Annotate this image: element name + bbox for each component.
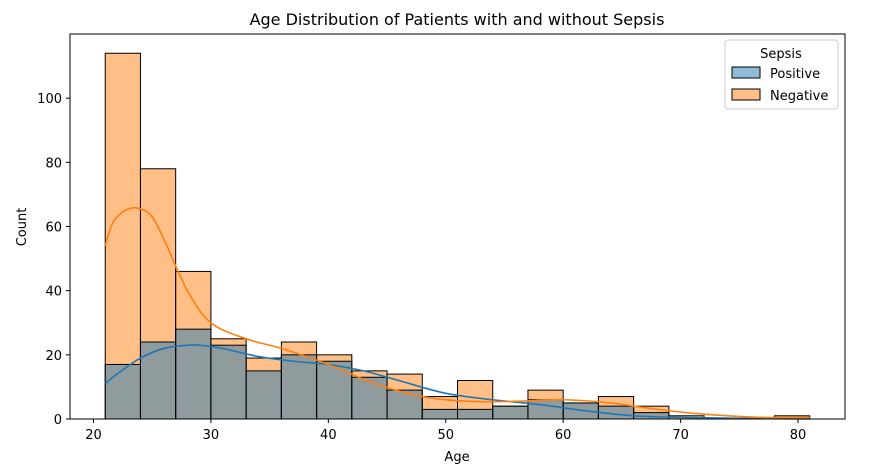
y-axis: 0 20 40 60 80 100 [37, 92, 70, 428]
x-tick-label: 20 [85, 428, 102, 443]
y-axis-label: Count [15, 208, 30, 247]
x-axis: 20 30 40 50 60 70 80 [85, 419, 806, 443]
y-tick-label: 60 [45, 221, 62, 236]
legend: Sepsis Positive Negative [724, 39, 839, 110]
legend-title: Sepsis [760, 47, 802, 62]
bar-positive [280, 354, 318, 420]
legend-swatch-positive [731, 66, 761, 79]
bar-positive [492, 405, 529, 420]
y-tick-label: 20 [45, 349, 62, 364]
bar-negative [104, 52, 141, 420]
bar-positive [421, 408, 459, 420]
bar-positive [104, 363, 141, 420]
kde-line-negative [104, 207, 810, 419]
y-tick-label: 80 [45, 156, 62, 171]
kde-line-positive [104, 344, 810, 420]
bar-positive [175, 328, 212, 420]
legend-label-negative: Negative [770, 89, 828, 104]
legend-swatch-negative [731, 88, 761, 101]
bar-positive [316, 360, 353, 420]
x-tick-label: 70 [672, 428, 689, 443]
y-tick-label: 40 [45, 285, 62, 300]
bar-positive [351, 376, 388, 420]
bar-positive [139, 341, 177, 420]
x-tick-label: 40 [320, 428, 337, 443]
bar-positive [245, 370, 282, 420]
plot-area [69, 33, 846, 420]
bar-positive [457, 408, 494, 420]
x-tick-label: 80 [790, 428, 807, 443]
y-tick-label: 0 [54, 413, 62, 428]
x-tick-label: 60 [555, 428, 572, 443]
y-tick-label: 100 [37, 92, 62, 107]
bar-positive [386, 389, 423, 420]
x-tick-label: 30 [203, 428, 220, 443]
legend-label-positive: Positive [770, 67, 820, 82]
bar-positive [527, 399, 564, 420]
x-axis-label: Age [444, 450, 469, 465]
x-tick-label: 50 [437, 428, 454, 443]
bar-positive [210, 344, 247, 420]
chart-title: Age Distribution of Patients with and wi… [250, 10, 665, 29]
